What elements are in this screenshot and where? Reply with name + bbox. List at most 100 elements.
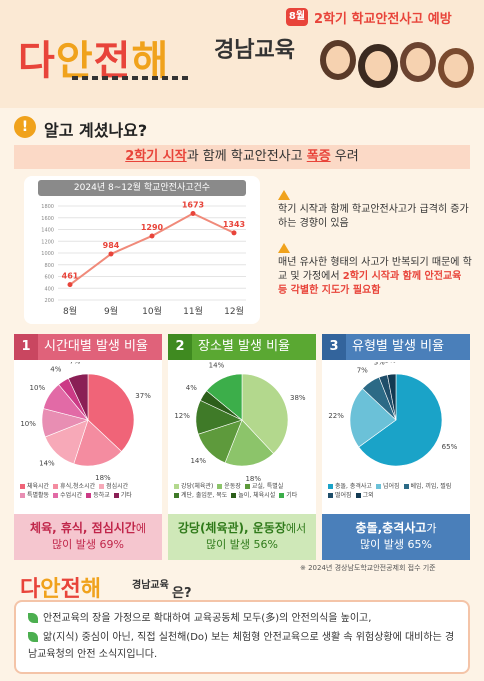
data-label: 1290 (141, 223, 164, 232)
banner-highlight-1: 2학기 시작 (125, 149, 187, 164)
banner-text: 과 함께 학교안전사고 (186, 149, 307, 164)
legend-swatch (99, 484, 105, 489)
about-box: 안전교육의 장을 가정으로 확대하여 교육공동체 모두(多)의 안전의식을 높이… (14, 600, 470, 674)
legend-item: 특별활동 (20, 491, 49, 500)
legend-label: 점심시간 (106, 483, 129, 490)
pie-panel-time: 1 시간대별 발생 비율 37% 18% 14% 10% 10% 4% 7% 체육시간 휴식,… (14, 334, 162, 560)
legend-label: 강당(체육관) (181, 483, 214, 490)
legend-time: 체육시간 휴식,청소시간 점심시간특별활동 수업시간 등하교 기타 (20, 482, 158, 500)
legend-swatch (174, 493, 179, 498)
legend-swatch (403, 484, 409, 489)
legend-item: 충돌, 충격사고 (328, 482, 372, 491)
slice-label: 14% (39, 460, 55, 468)
legend-label: 놀이, 체육시설 (238, 492, 276, 499)
legend-item: 체육시간 (20, 482, 49, 491)
summary-line2: 많이 발생 69% (52, 538, 124, 551)
bottom-logo-char-4: 해 (80, 577, 101, 602)
pie-chart-time: 37% 18% 14% 10% 10% 4% 7% (20, 362, 151, 482)
banner-highlight-2: 폭증 (306, 149, 331, 164)
legend-swatch (279, 493, 285, 498)
legend-item: 떨어짐 (328, 491, 352, 500)
legend-swatch (328, 484, 333, 489)
face-icon (358, 44, 398, 88)
bottom-logo-char-3: 전 (60, 577, 81, 602)
legend-item: 운동장 (217, 482, 241, 491)
data-label: 1673 (182, 200, 204, 209)
summary-bold: 충돌,충격사고 (355, 521, 427, 535)
note-1: 학기 시작과 함께 학교안전사고가 급격히 증가하는 경향이 있음 (278, 190, 474, 231)
slice-label: 18% (95, 474, 111, 482)
legend-label: 운동장 (224, 483, 241, 490)
note-1-text: 학기 시작과 함께 학교안전사고가 급격히 증가하는 경향이 있음 (278, 204, 469, 229)
summary-bold: 체육, 휴식, 점심시간 (30, 521, 136, 535)
panel-number: 3 (322, 334, 346, 360)
y-tick-label: 1600 (41, 216, 54, 222)
y-tick-label: 200 (44, 298, 54, 304)
pie-slice (358, 373, 443, 467)
about-line-2: 앎(지식) 중심이 아닌, 직접 실천해(Do) 보는 체험형 안전교육으로 생… (28, 629, 458, 663)
section-heading-text: 알고 계셨나요? (44, 121, 148, 140)
bottom-logo-subtitle: 경남교육 (132, 580, 169, 591)
logo-char-1: 다 (18, 38, 56, 84)
pie-chart-type: 65% 22% 7% 3%3% (328, 362, 458, 467)
slice-label: 38% (290, 394, 306, 402)
data-point (67, 282, 73, 288)
slice-label: 65% (442, 443, 458, 451)
legend-label: 넘어짐 (382, 483, 400, 490)
pie-slice (224, 419, 274, 467)
slice-label: 4% (50, 365, 61, 373)
note-2-text: 매년 유사한 형태의 사고가 반복되기 때문에 학교 및 가정에서 (278, 257, 472, 282)
summary-bold: 강당(체육관), 운동장 (177, 521, 286, 535)
line-chart: 200 400 600 800 1000 1200 1400 1600 1800 461 8월 984… (41, 200, 246, 317)
x-tick-label: 10월 (142, 305, 162, 317)
legend-label: 휴식,청소시간 (60, 483, 96, 490)
page-title: 2학기 학교안전사고 예방 (314, 12, 452, 27)
summary-particle: 에서 (285, 522, 307, 535)
panel-number: 2 (168, 334, 192, 360)
summary-particle: 가 (426, 522, 437, 535)
legend-item: 수업시간 (53, 491, 82, 500)
panel-title: 유형별 발생 비율 (352, 339, 444, 354)
bottom-logo: 다안전해 (20, 571, 101, 603)
legend-label: 기타 (120, 492, 132, 499)
legend-label: 등하교 (93, 492, 110, 499)
panel-header: 3 유형별 발생 비율 (322, 334, 470, 360)
header-banner: 다안전해 경남교육 8월 2학기 학교안전사고 예방 (0, 0, 484, 108)
pie-slice (387, 373, 397, 421)
month-badge: 8월 (286, 8, 308, 26)
warning-icon (278, 190, 290, 200)
warning-icon (278, 243, 290, 253)
legend-swatch (20, 493, 25, 498)
legend-item: 점심시간 (99, 482, 128, 491)
legend-place: 강당(체육관) 운동장 교실, 특별실계단, 출입문, 복도 놀이, 체육시설 기타 (174, 482, 312, 500)
summary-line2: 많이 발생 56% (206, 538, 278, 551)
pie-panel-place: 2 장소별 발생 비율 38% 18% 14% 12% 4% 14% 강당(체육관) 운동장… (168, 334, 316, 560)
leaf-icon (28, 632, 38, 642)
line-chart-box: 2024년 8~12월 학교안전사고건수 200 400 600 800 1000 120… (24, 176, 260, 324)
slice-label: 14% (209, 362, 225, 370)
y-tick-label: 800 (44, 263, 54, 269)
slice-label: 3% (374, 362, 385, 366)
notes: 학기 시작과 함께 학교안전사고가 급격히 증가하는 경향이 있음 매년 유사한… (278, 190, 474, 310)
legend-swatch (217, 484, 223, 489)
note-2: 매년 유사한 형태의 사고가 반복되기 때문에 학교 및 가정에서 2학기 시작… (278, 243, 474, 298)
bottom-logo-char-2: 안 (40, 577, 61, 602)
legend-swatch (231, 493, 237, 498)
legend-item: 기타 (113, 491, 132, 500)
about-line-1-text: 안전교육의 장을 가정으로 확대하여 교육공동체 모두(多)의 안전의식을 높이… (43, 613, 372, 624)
x-tick-label: 12월 (224, 305, 244, 317)
data-label: 1343 (223, 220, 245, 229)
data-label: 984 (103, 241, 120, 250)
legend-item: 등하교 (86, 491, 110, 500)
panel-header: 1 시간대별 발생 비율 (14, 334, 162, 360)
panel-summary: 강당(체육관), 운동장에서 많이 발생 56% (168, 514, 316, 560)
bottom-question: 은? (172, 586, 192, 601)
legend-item: 강당(체육관) (174, 482, 213, 491)
panel-title: 시간대별 발생 비율 (44, 339, 148, 354)
summary-particle: 에 (135, 522, 146, 535)
legend-label: 수업시간 (60, 492, 83, 499)
data-point (190, 210, 196, 216)
exclamation-icon: ! (14, 116, 36, 138)
data-point (231, 230, 237, 236)
data-label: 461 (62, 272, 79, 281)
